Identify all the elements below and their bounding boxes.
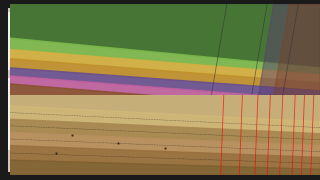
Polygon shape: [10, 84, 320, 123]
Text: Sagaing Fault Trench 1, South Wall
Paleoseismology Field Course, March 2010: Sagaing Fault Trench 1, South Wall Paleo…: [148, 92, 241, 101]
Polygon shape: [10, 95, 320, 122]
Text: Footings: Footings: [26, 12, 48, 17]
Bar: [8, 12, 96, 70]
Polygon shape: [10, 68, 320, 100]
Polygon shape: [258, 4, 320, 95]
Polygon shape: [10, 132, 320, 158]
Polygon shape: [10, 38, 320, 75]
Polygon shape: [10, 59, 320, 91]
Text: Example of fault
zone detail.: Example of fault zone detail.: [205, 152, 265, 165]
Text: In most trenches we see reverse
separations, dramatic thickness
and facies chang: In most trenches we see reverse separati…: [10, 80, 130, 114]
Polygon shape: [10, 95, 320, 175]
Text: Preliminary sections
from several
trenches.: Preliminary sections from several trench…: [16, 16, 108, 46]
Polygon shape: [10, 160, 320, 175]
FancyBboxPatch shape: [197, 33, 311, 85]
Polygon shape: [10, 4, 320, 68]
Polygon shape: [10, 119, 320, 146]
Polygon shape: [10, 106, 320, 134]
Polygon shape: [10, 146, 320, 169]
Text: Preliminary sections from
several trenches field work.: Preliminary sections from several trench…: [18, 20, 75, 29]
Bar: [8, 78, 138, 150]
Polygon shape: [10, 50, 320, 83]
Text: Note – Many C14 dates are
stratigraphically out of order
due to reworking of cha: Note – Many C14 dates are stratigraphica…: [206, 36, 302, 63]
Polygon shape: [273, 4, 320, 95]
Polygon shape: [10, 76, 320, 109]
Polygon shape: [10, 4, 320, 95]
